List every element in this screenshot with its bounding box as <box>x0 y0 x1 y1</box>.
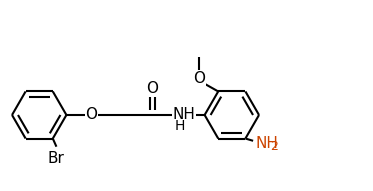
Text: NH: NH <box>256 136 278 151</box>
Text: Br: Br <box>48 151 65 166</box>
Text: O: O <box>85 108 97 122</box>
Text: O: O <box>147 81 159 96</box>
Text: NH: NH <box>173 108 196 122</box>
Text: 2: 2 <box>270 140 278 153</box>
Text: O: O <box>193 71 205 86</box>
Text: H: H <box>175 119 185 133</box>
